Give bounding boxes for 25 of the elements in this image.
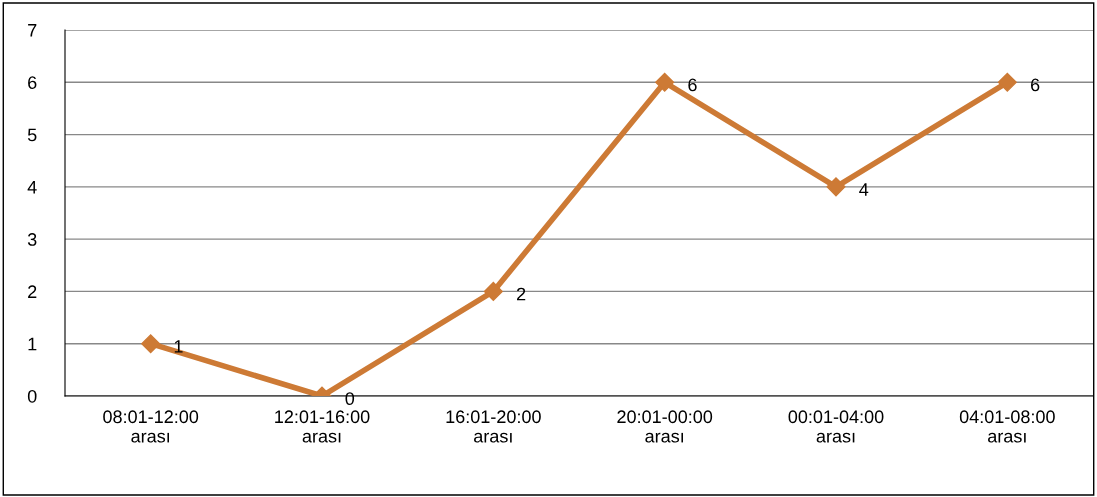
data-label: 6 [1031, 78, 1040, 92]
x-tick-label: 04:01-08:00 arası [959, 410, 1055, 443]
x-tick-label: 08:01-12:00 arası [103, 410, 199, 443]
y-tick-label: 2 [28, 285, 37, 298]
y-tick-label: 0 [27, 389, 37, 403]
data-label: 4 [859, 183, 869, 196]
point [655, 72, 675, 92]
y-tick-label: 7 [28, 24, 37, 37]
x-tick-label: 16:01-20:00 arası [446, 410, 541, 443]
point [826, 177, 846, 197]
point [483, 281, 503, 301]
y-tick-label: 4 [27, 180, 37, 194]
x-tick-label: 20:01-00:00 arası [617, 410, 713, 443]
data-label: 6 [688, 78, 697, 92]
y-tick-label: 6 [28, 76, 37, 90]
x-tick-label: 00:01-04:00 arası [788, 410, 884, 443]
x-tick-label: 12:01-16:00 arası [275, 410, 370, 443]
y-tick-label: 5 [27, 128, 37, 142]
data-label: 2 [517, 287, 526, 301]
point [997, 72, 1017, 92]
y-tick-label: 3 [27, 233, 37, 246]
point [141, 334, 161, 354]
data-label: 0 [345, 392, 355, 406]
data-label: 1 [174, 340, 183, 353]
y-tick-label: 1 [28, 337, 37, 351]
